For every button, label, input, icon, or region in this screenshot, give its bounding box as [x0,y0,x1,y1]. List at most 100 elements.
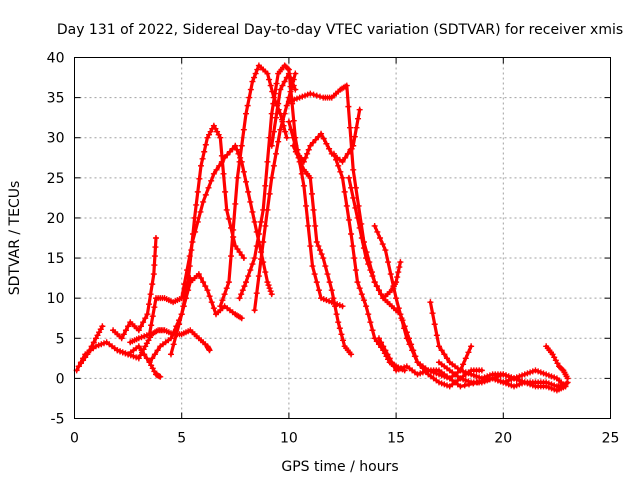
data-point [202,141,209,148]
data-point [377,235,384,241]
data-point [363,255,370,262]
data-point [441,351,448,358]
data-point [307,243,314,250]
data-point [386,355,393,362]
data-point [282,128,289,135]
data-point [221,154,228,161]
data-point [273,80,280,87]
data-point [238,315,245,322]
data-point [345,174,352,181]
data-point [401,325,408,332]
data-point [200,198,207,205]
data-point [226,148,233,155]
data-point [212,125,219,132]
data-point [367,319,374,326]
data-point [375,335,382,342]
data-point [196,175,203,182]
data-point [394,274,401,281]
data-point [265,282,272,289]
data-point [300,182,307,189]
data-point [360,297,367,304]
data-point [338,331,345,338]
data-point [309,263,316,270]
data-point [292,70,299,77]
data-point [238,142,245,149]
data-point [139,349,146,356]
data-point [268,291,275,298]
data-point [350,194,357,201]
data-point [232,200,239,207]
data-point [367,267,374,274]
data-point [315,287,322,294]
data-point [234,174,241,181]
data-point [433,332,440,339]
data-point [201,148,208,155]
data-point [285,70,292,77]
y-tick-label: 5 [56,331,65,347]
series-track-11 [251,70,299,314]
data-point [465,349,472,356]
data-point [75,363,82,370]
data-point [316,247,323,254]
data-point [390,283,397,290]
data-point [335,319,342,326]
data-point [290,82,297,89]
data-point [149,365,156,372]
data-point [313,92,320,99]
data-point [435,343,442,350]
data-point [369,273,376,280]
data-point [406,341,413,348]
data-point [373,283,380,290]
series-track-3 [110,235,159,342]
data-point [320,255,327,262]
plot-frame [74,57,611,419]
data-point [144,311,151,318]
data-point [202,191,209,198]
data-point [283,134,290,141]
data-point [167,335,174,342]
data-point [120,331,127,338]
data-point [268,142,275,149]
data-point [216,162,223,169]
data-point [217,303,224,310]
data-point [118,335,125,342]
data-point [336,325,343,332]
data-point [298,170,305,177]
data-point [307,90,314,97]
data-point [266,76,273,83]
data-point [243,279,250,286]
data-point [371,279,378,286]
data-point [352,204,359,211]
data-point [457,383,464,390]
data-point [152,244,159,251]
data-point [262,182,269,189]
data-point [204,134,211,141]
data-point [344,150,351,157]
data-point [444,355,451,362]
data-point [365,311,372,318]
data-point [395,305,402,312]
data-point [151,351,158,358]
data-point [219,297,226,304]
data-point [205,184,212,191]
data-point [302,154,309,161]
data-point [354,279,361,286]
data-point [305,146,312,153]
y-tick-label: 35 [47,91,65,107]
y-tick-label: 0 [56,371,65,387]
data-point [326,145,333,152]
data-point [214,128,221,135]
data-point [281,110,288,117]
data-point [149,281,156,288]
data-point [258,218,265,225]
x-tick-label: 15 [387,431,405,447]
data-point [167,351,174,358]
data-point [191,214,198,221]
data-point [213,166,220,173]
data-point [220,170,227,177]
data-point [197,275,204,282]
data-point [236,295,243,302]
data-point [303,202,310,209]
data-point [298,160,305,167]
data-point [241,283,248,290]
